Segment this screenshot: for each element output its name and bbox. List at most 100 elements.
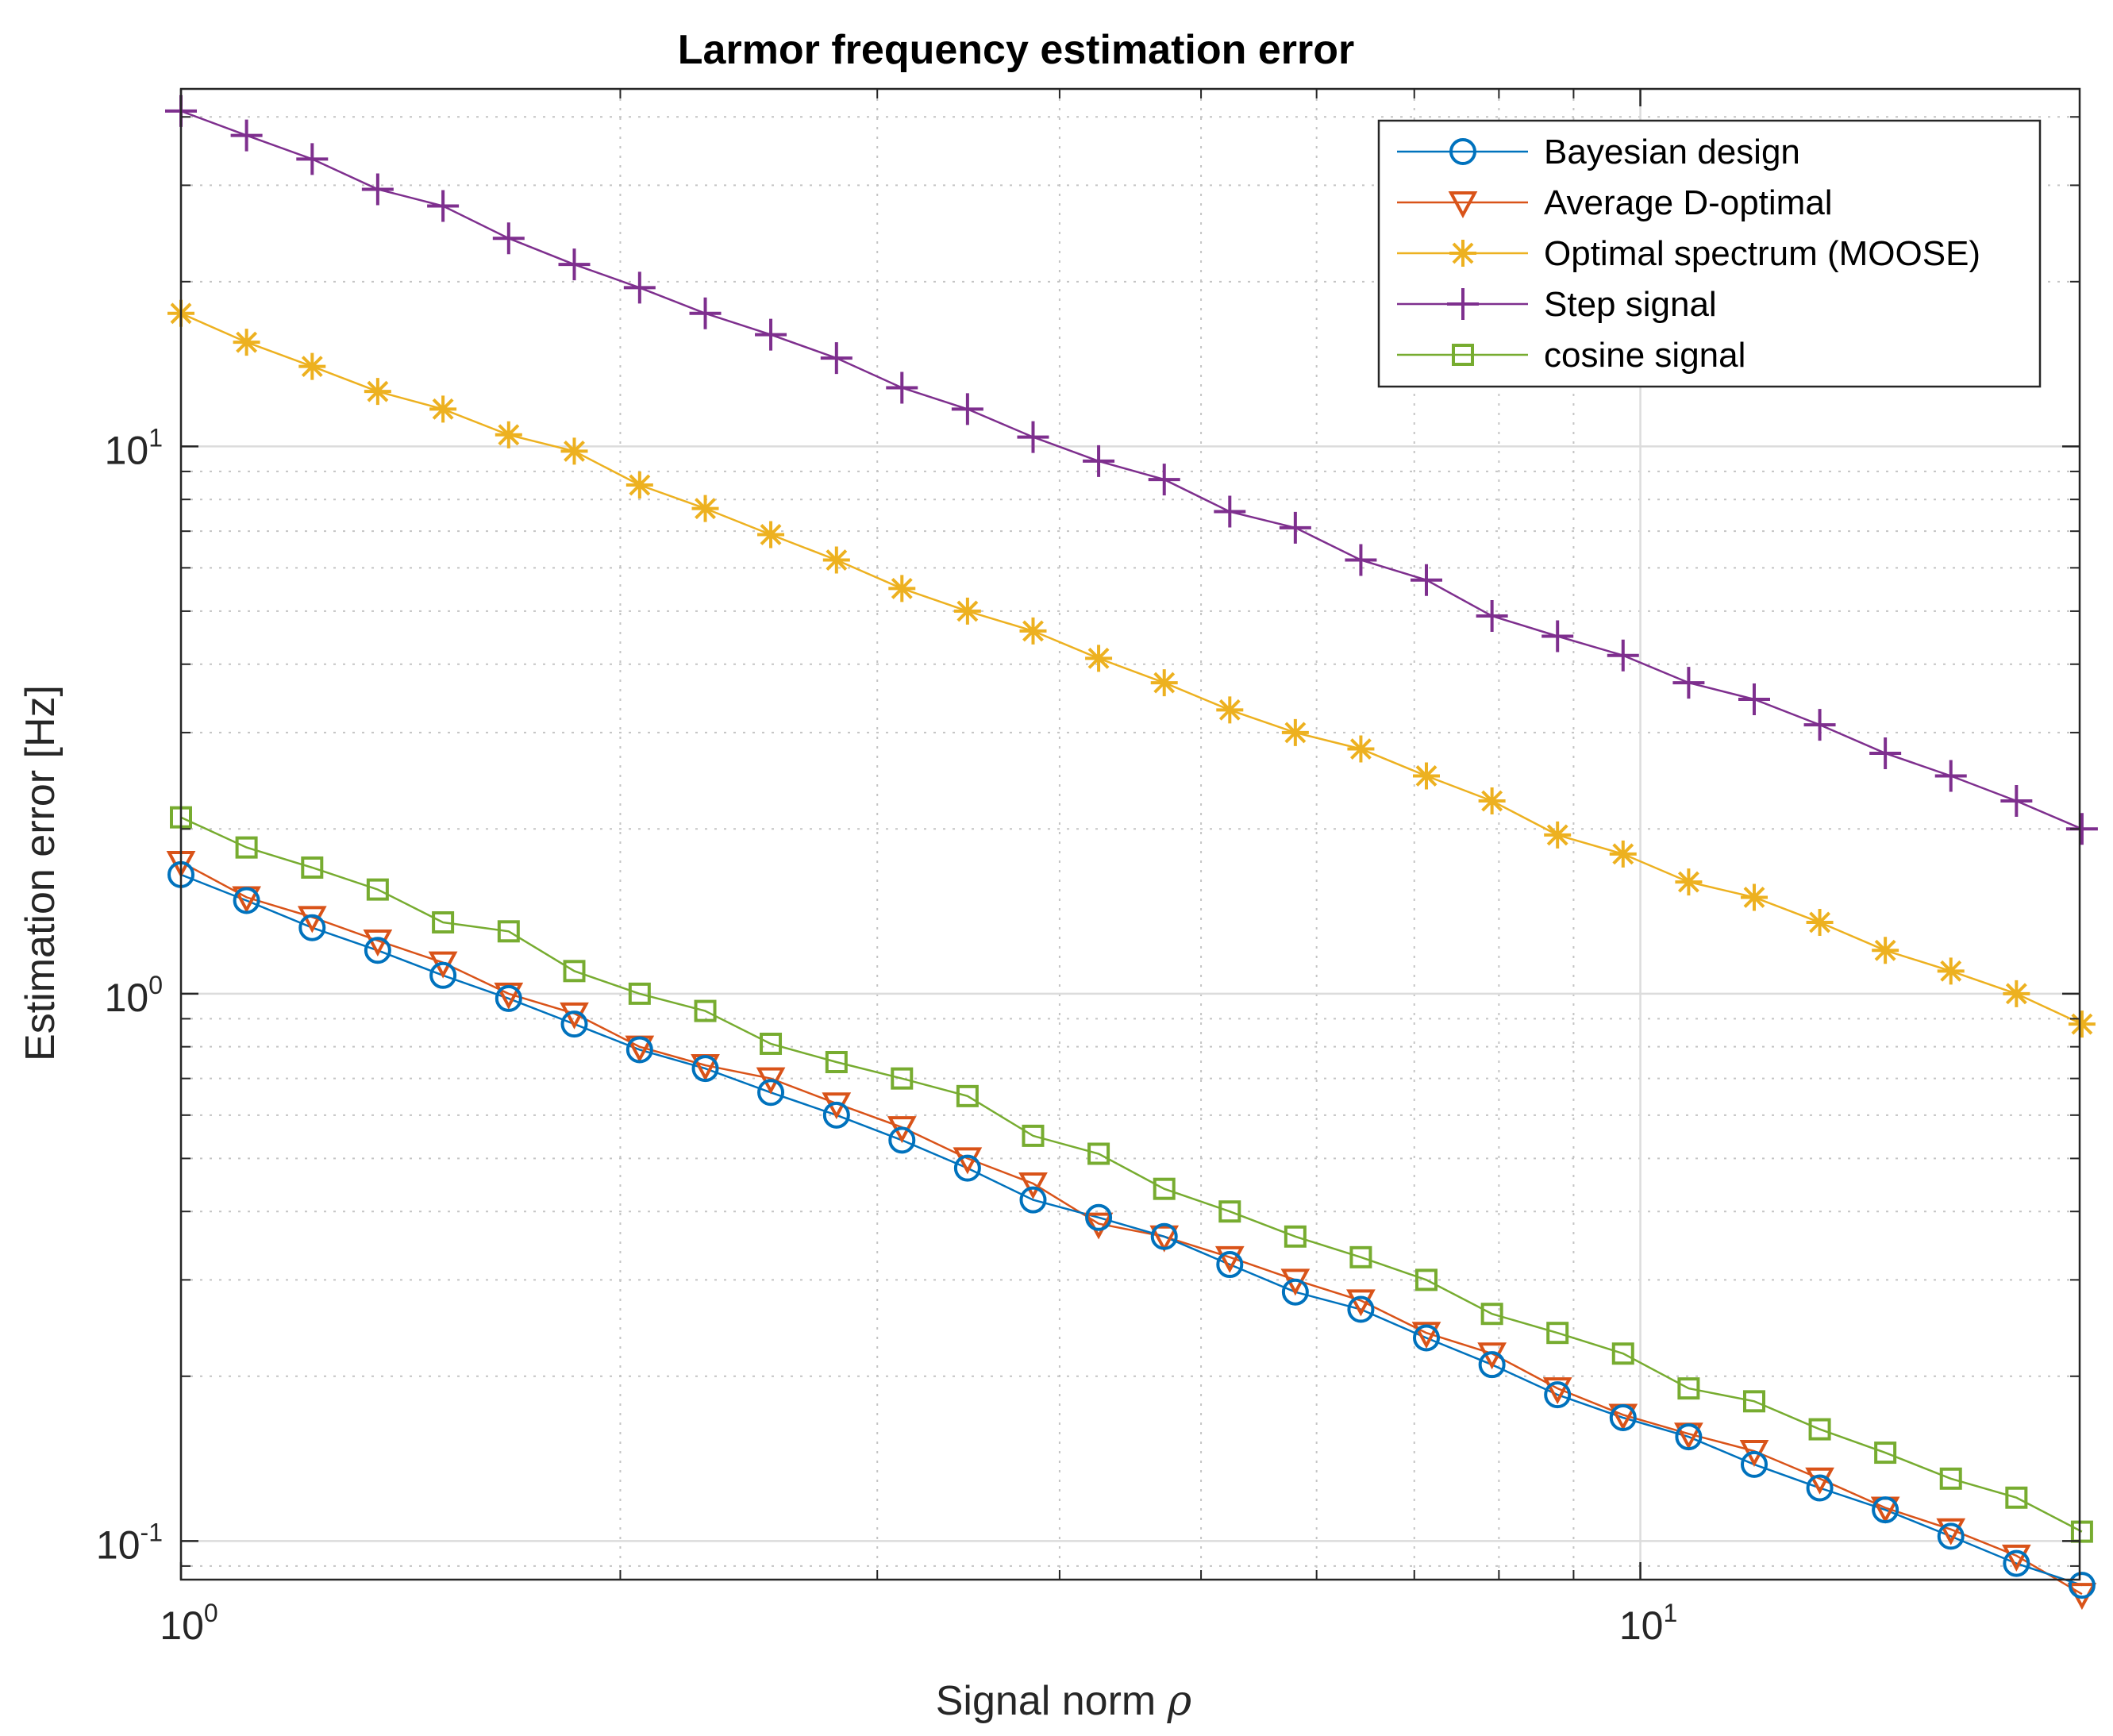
legend-label-bayesian-design: Bayesian design bbox=[1544, 133, 1800, 171]
data-point-step-signal bbox=[1148, 464, 1180, 496]
legend-label-optimal-spectrum-moose: Optimal spectrum (MOOSE) bbox=[1544, 234, 1980, 273]
y-tick-label-base: 10 bbox=[105, 976, 149, 1020]
data-point-optimal-spectrum-moose bbox=[1019, 617, 1047, 645]
data-point-optimal-spectrum-moose bbox=[1347, 735, 1375, 763]
data-point-average-d-optimal bbox=[1083, 1212, 1114, 1240]
data-point-cosine-signal bbox=[1218, 1200, 1241, 1223]
data-point-step-signal bbox=[1869, 737, 1902, 769]
data-point-optimal-spectrum-moose bbox=[625, 472, 653, 499]
legend-label-step-signal: Step signal bbox=[1544, 285, 1717, 324]
ticks bbox=[179, 89, 2080, 1580]
data-point-optimal-spectrum-moose bbox=[1872, 937, 1899, 964]
data-point-step-signal bbox=[2000, 785, 2033, 818]
data-point-step-signal bbox=[1279, 511, 1311, 544]
series-markers-optimal-spectrum-moose bbox=[167, 299, 2096, 1038]
y-tick-label-exponent: 1 bbox=[148, 423, 163, 452]
data-point-cosine-signal bbox=[1087, 1142, 1110, 1165]
data-point-cosine-signal bbox=[1939, 1467, 1962, 1490]
data-point-cosine-signal bbox=[366, 878, 389, 901]
data-point-optimal-spectrum-moose bbox=[1609, 840, 1637, 868]
data-point-optimal-spectrum-moose bbox=[495, 421, 522, 448]
data-point-bayesian-design bbox=[625, 1036, 653, 1064]
data-point-cosine-signal bbox=[1611, 1342, 1634, 1365]
y-tick-label: 100 bbox=[105, 971, 163, 1020]
data-point-optimal-spectrum-moose bbox=[1478, 787, 1506, 815]
data-point-cosine-signal bbox=[1415, 1268, 1438, 1291]
data-point-step-signal bbox=[623, 271, 656, 304]
legend-entry-cosine-signal: cosine signal bbox=[1397, 336, 1745, 375]
data-point-bayesian-design bbox=[1675, 1423, 1703, 1451]
series-markers bbox=[165, 94, 2098, 1611]
legend-label-average-d-optimal: Average D-optimal bbox=[1544, 183, 1833, 222]
data-point-average-d-optimal bbox=[1214, 1245, 1245, 1273]
data-point-optimal-spectrum-moose bbox=[822, 546, 850, 574]
data-point-bayesian-design bbox=[1478, 1351, 1506, 1379]
grid bbox=[179, 89, 2080, 1580]
data-point-bayesian-design bbox=[1806, 1474, 1834, 1502]
data-point-step-signal bbox=[296, 143, 329, 175]
data-point-step-signal bbox=[427, 190, 460, 222]
data-point-bayesian-design bbox=[1872, 1496, 1899, 1524]
x-axis-label-text: Signal norm bbox=[936, 1678, 1156, 1724]
data-point-cosine-signal bbox=[1284, 1225, 1307, 1248]
data-point-optimal-spectrum-moose bbox=[1085, 645, 1113, 672]
data-point-optimal-spectrum-moose bbox=[1937, 957, 1965, 985]
data-point-step-signal bbox=[951, 393, 983, 425]
data-point-cosine-signal bbox=[694, 999, 717, 1022]
x-axis-label-symbol: ρ bbox=[1167, 1677, 1192, 1725]
data-point-bayesian-design bbox=[757, 1079, 785, 1107]
data-point-bayesian-design bbox=[1216, 1251, 1244, 1279]
data-point-optimal-spectrum-moose bbox=[233, 329, 260, 356]
data-point-bayesian-design bbox=[1740, 1450, 1768, 1478]
data-point-cosine-signal bbox=[1677, 1377, 1700, 1400]
x-tick-label-base: 10 bbox=[1619, 1603, 1664, 1648]
data-point-step-signal bbox=[492, 222, 525, 255]
legend-marker-cosine-signal bbox=[1452, 344, 1474, 366]
chart-title: Larmor frequency estimation error bbox=[678, 27, 1354, 73]
x-axis-label: Signal norm ρ bbox=[936, 1677, 1192, 1725]
data-point-average-d-optimal bbox=[1346, 1289, 1376, 1317]
data-point-bayesian-design bbox=[1150, 1222, 1178, 1250]
axes-frame bbox=[179, 87, 2081, 1581]
data-point-step-signal bbox=[230, 119, 263, 152]
data-point-optimal-spectrum-moose bbox=[1281, 718, 1309, 746]
data-point-step-signal bbox=[1672, 667, 1705, 699]
legend-entries: Bayesian design Average D-optimal Optimal … bbox=[1397, 133, 1980, 375]
data-point-optimal-spectrum-moose bbox=[429, 395, 457, 423]
series-markers-bayesian-design bbox=[167, 860, 2096, 1599]
data-point-bayesian-design bbox=[1347, 1295, 1375, 1323]
data-point-bayesian-design bbox=[691, 1055, 719, 1083]
x-tick-label-exponent: 1 bbox=[1663, 1599, 1677, 1627]
data-point-optimal-spectrum-moose bbox=[1544, 821, 1572, 849]
data-point-optimal-spectrum-moose bbox=[1675, 868, 1703, 896]
series-markers-cosine-signal bbox=[170, 806, 2093, 1543]
x-tick-label: 100 bbox=[160, 1599, 217, 1648]
data-point-step-signal bbox=[1214, 495, 1246, 528]
data-point-cosine-signal bbox=[760, 1032, 783, 1055]
data-point-cosine-signal bbox=[1742, 1390, 1765, 1413]
data-point-optimal-spectrum-moose bbox=[888, 575, 916, 602]
data-point-average-d-optimal bbox=[2001, 1544, 2031, 1572]
x-tick-label-base: 10 bbox=[160, 1603, 204, 1648]
data-point-cosine-signal bbox=[235, 836, 258, 859]
data-point-bayesian-design bbox=[1085, 1203, 1113, 1231]
data-point-step-signal bbox=[1541, 620, 1574, 652]
data-point-cosine-signal bbox=[1349, 1245, 1372, 1268]
data-point-bayesian-design bbox=[1609, 1403, 1637, 1431]
data-point-optimal-spectrum-moose bbox=[560, 437, 588, 465]
data-point-bayesian-design bbox=[2068, 1572, 2096, 1599]
data-point-bayesian-design bbox=[495, 984, 522, 1012]
legend-entry-bayesian-design: Bayesian design bbox=[1397, 133, 1800, 171]
legend-label-cosine-signal: cosine signal bbox=[1544, 336, 1745, 375]
data-point-step-signal bbox=[755, 318, 787, 351]
data-point-step-signal bbox=[1017, 421, 1049, 453]
data-point-average-d-optimal bbox=[1936, 1518, 1966, 1545]
data-point-average-d-optimal bbox=[756, 1067, 786, 1095]
data-point-average-d-optimal bbox=[1018, 1172, 1048, 1199]
data-point-average-d-optimal bbox=[1542, 1377, 1572, 1405]
legend: Bayesian design Average D-optimal Optimal … bbox=[1377, 119, 2042, 388]
data-point-bayesian-design bbox=[888, 1126, 916, 1154]
y-tick-label-base: 10 bbox=[105, 428, 149, 472]
data-point-cosine-signal bbox=[956, 1084, 979, 1107]
